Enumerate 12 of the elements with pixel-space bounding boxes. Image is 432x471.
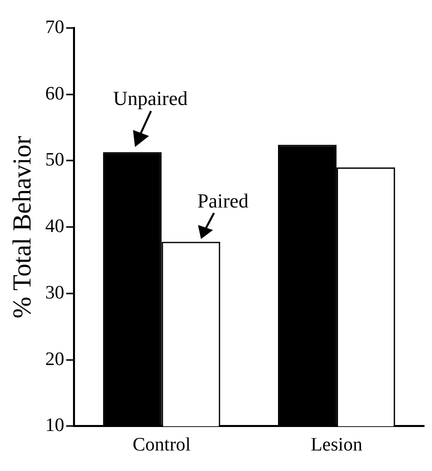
series-label: Paired — [197, 190, 248, 213]
y-axis-title: % Total Behavior — [7, 135, 36, 318]
text: Unpaired — [113, 88, 188, 110]
y-tick-label: 50 — [45, 150, 64, 171]
y-tick-label: 30 — [45, 282, 64, 304]
x-tick-label: Lesion — [310, 434, 363, 456]
y-tick-label: 40 — [45, 216, 64, 238]
y-tick-label: 10 — [45, 415, 64, 436]
x-tick-label: Control — [132, 434, 191, 456]
y-tick-label: 70 — [45, 16, 64, 38]
y-tick-label: 60 — [45, 83, 64, 104]
y-tick-label: 20 — [45, 348, 64, 370]
